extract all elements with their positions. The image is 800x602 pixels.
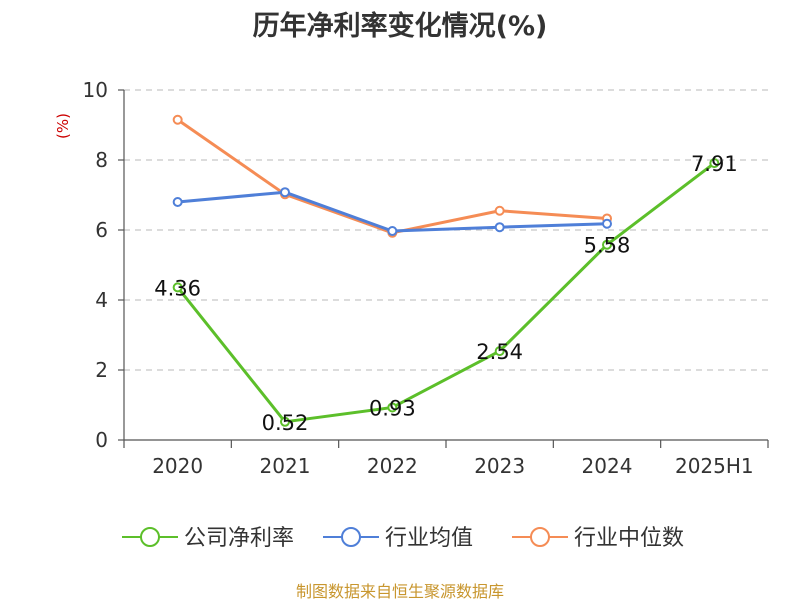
series-line [176,118,608,235]
y-axis-unit: (%) [54,113,72,139]
series-line [177,190,608,233]
data-point [172,197,183,207]
x-tick-label: 2020 [152,454,203,478]
y-tick-label: 2 [95,358,108,382]
series-line [176,161,716,424]
x-tick-label: 2021 [260,454,311,478]
y-tick-label: 6 [95,218,108,242]
y-tick-label: 0 [95,428,108,452]
data-point [602,218,612,229]
source-note: 制图数据来自恒生聚源数据库 [295,582,504,601]
y-tick-label: 8 [95,148,108,172]
data-labels: 4.36 0.52 0.93 2.54 5.58 7.91 [154,152,737,435]
data-label: 0.93 [369,396,416,420]
data-point [280,416,290,427]
data-point [602,239,612,250]
data-point [709,158,720,169]
data-point [172,114,183,125]
legend-marker [140,527,160,547]
legend-label: 行业均值 [385,526,473,551]
legend: 公司净利率 行业均值 行业中位数 [122,526,684,551]
data-point [494,222,505,233]
axes: 0 2 4 6 8 10 2020 2021 2022 2023 2024 2025H1 (%) [54,78,769,478]
x-tick-label: 2022 [367,454,418,478]
chart-title: 历年净利率变化情况(%) [252,11,548,42]
legend-label: 公司净利率 [184,526,294,551]
data-label: 2.54 [476,340,523,364]
data-label: 5.58 [584,234,631,258]
y-tick-label: 10 [83,78,108,102]
y-tick-label: 4 [95,288,108,312]
data-point [172,282,183,293]
legend-marker [341,527,361,547]
data-label: 4.36 [154,276,201,300]
series-lines [172,114,720,427]
data-point [387,402,398,413]
legend-label: 行业中位数 [574,526,684,551]
x-tick-label: 2024 [582,454,633,478]
data-point [494,346,505,357]
data-label: 7.91 [691,152,738,176]
x-tick-label: 2025H1 [675,454,754,478]
data-label: 0.52 [262,411,309,435]
data-point [494,205,505,216]
data-point [280,187,290,198]
x-tick-label: 2023 [474,454,525,478]
legend-marker [530,527,550,547]
data-point [387,226,398,237]
